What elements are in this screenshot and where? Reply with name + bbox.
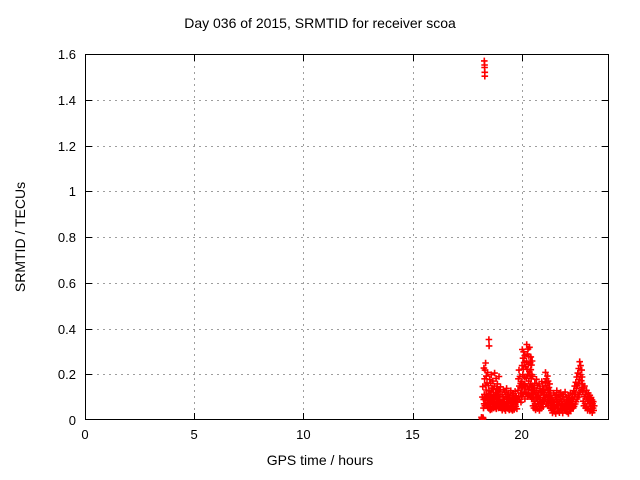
y-tick-label: 0.6 xyxy=(57,275,76,291)
x-tick-label: 20 xyxy=(514,427,529,442)
plot-canvas xyxy=(85,54,609,423)
y-tick-label: 1.6 xyxy=(57,47,76,62)
chart-title: Day 036 of 2015, SRMTID for receiver sco… xyxy=(184,15,456,31)
y-tick-label: 0.8 xyxy=(57,230,76,245)
data-point-markers xyxy=(478,57,598,423)
y-tick-label: 0.4 xyxy=(57,321,76,337)
plot-area xyxy=(85,54,609,423)
x-tick-label: 10 xyxy=(296,427,311,442)
x-tick-label: 5 xyxy=(190,427,198,442)
y-tick-label: 1.4 xyxy=(57,92,76,108)
y-tick-label: 1.2 xyxy=(57,138,76,154)
x-tick-label: 15 xyxy=(405,427,420,442)
x-axis-title: GPS time / hours xyxy=(266,452,374,468)
y-tick-label: 1 xyxy=(68,184,76,200)
y-tick-label: 0 xyxy=(68,413,76,428)
y-tick-label: 0.2 xyxy=(57,367,76,383)
x-tick-label: 0 xyxy=(81,427,89,442)
plot-frame xyxy=(85,54,609,420)
